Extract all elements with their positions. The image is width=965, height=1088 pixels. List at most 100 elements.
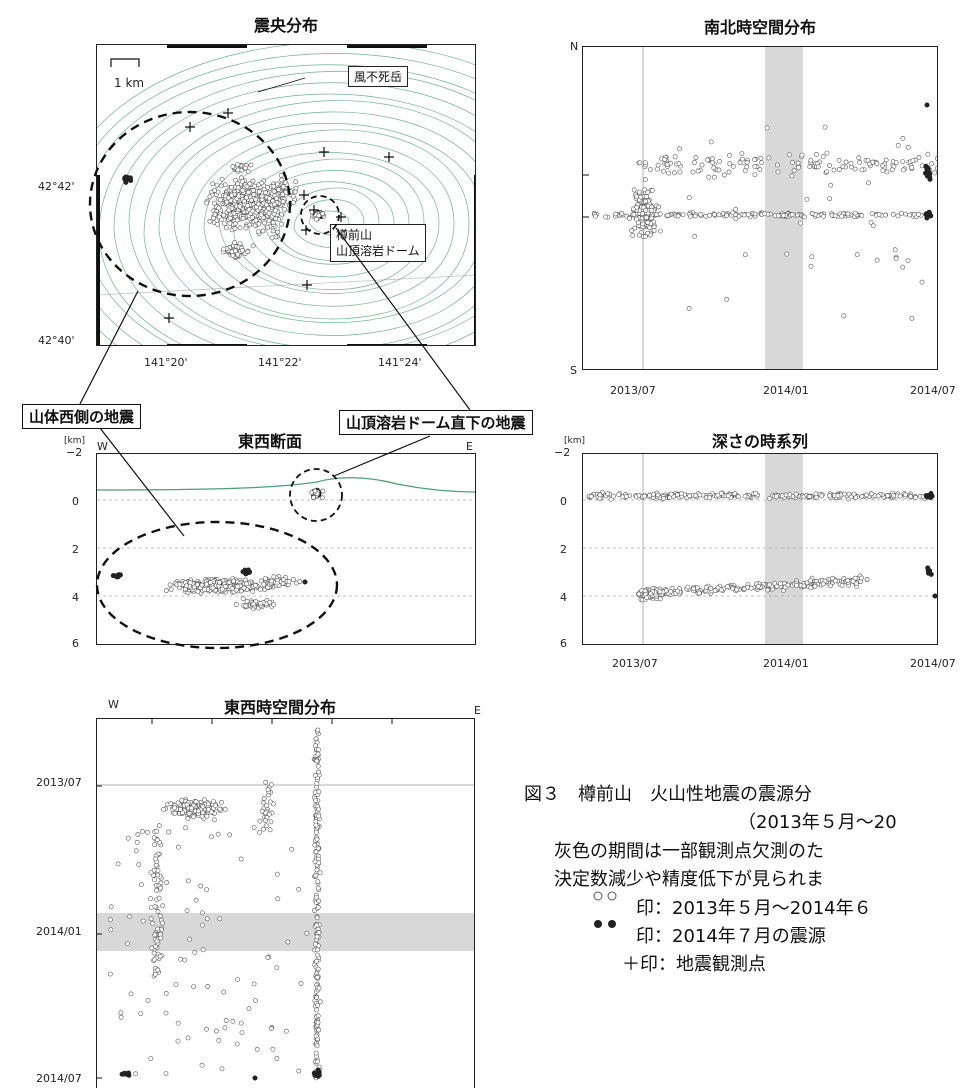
hypocenter-marker [644, 194, 649, 199]
hypocenter-marker [316, 813, 322, 819]
hypocenter-marker [757, 167, 763, 173]
hypocenter-marker [752, 211, 758, 217]
hypocenter-marker [218, 183, 224, 189]
hypocenter-marker [252, 582, 258, 588]
map-border-tick [347, 45, 427, 48]
hypocenter-marker [632, 225, 638, 231]
hypocenter-marker [216, 1037, 222, 1043]
hypocenter-marker [631, 187, 637, 193]
hypocenter-marker [158, 885, 163, 891]
hypocenter-marker [821, 213, 826, 219]
hypocenter-marker [182, 957, 188, 963]
hypocenter-marker [313, 216, 319, 222]
hypocenter-marker [239, 247, 245, 253]
hypocenter-marker [184, 802, 190, 808]
hypocenter-marker [191, 814, 197, 820]
dt-x-tick-0: 2013/07 [612, 657, 658, 670]
hypocenter-marker [832, 213, 838, 219]
july-2014-hypocenter [302, 579, 308, 585]
hypocenter-marker [778, 581, 783, 587]
hypocenter-marker [839, 582, 845, 588]
hypocenter-marker [240, 215, 246, 221]
hypocenter-marker [252, 183, 257, 189]
hypocenter-marker [642, 493, 647, 499]
hypocenter-marker [691, 586, 696, 592]
hypocenter-marker [710, 160, 716, 166]
ew-time-frame [96, 718, 475, 1088]
hypocenter-marker [215, 221, 220, 227]
hypocenter-marker [264, 202, 269, 208]
july-2014-hypocenter [924, 494, 930, 500]
hypocenter-marker [156, 823, 162, 829]
hypocenter-marker [233, 602, 239, 607]
hypocenter-marker [859, 213, 865, 218]
hypocenter-marker [801, 214, 807, 220]
hypocenter-marker [824, 150, 830, 156]
hypocenter-marker [163, 1010, 169, 1016]
hypocenter-marker [270, 220, 276, 225]
ew-section-plot [97, 477, 475, 612]
hypocenter-marker [766, 582, 772, 588]
july-2014-hypocenter [243, 571, 249, 577]
et-y-tick-2: 2014/07 [36, 1072, 82, 1085]
hypocenter-marker [703, 213, 709, 219]
hypocenter-marker [316, 806, 321, 812]
hypocenter-marker [108, 927, 114, 933]
hypocenter-marker [675, 213, 681, 219]
hypocenter-marker [278, 172, 284, 178]
dt-x-tick-1: 2014/01 [763, 657, 809, 670]
hypocenter-marker [643, 198, 648, 204]
july-2014-hypocenter [311, 1070, 317, 1076]
hypocenter-marker [313, 1033, 319, 1039]
hypocenter-marker [271, 574, 277, 580]
hypocenter-marker [227, 832, 232, 838]
july-2014-hypocenter [925, 167, 931, 173]
hypocenter-marker [688, 214, 693, 219]
hypocenter-marker [724, 296, 729, 302]
seismic-station-marker [185, 122, 195, 132]
hypocenter-marker [269, 235, 275, 241]
hypocenter-marker [859, 494, 865, 499]
hypocenter-marker [172, 810, 178, 816]
hypocenter-marker [315, 727, 321, 733]
hypocenter-marker [791, 168, 797, 173]
hypocenter-marker [312, 859, 318, 864]
hypocenter-marker [235, 185, 241, 191]
hypocenter-marker [603, 214, 608, 220]
hypocenter-marker [870, 223, 876, 229]
hypocenter-marker [908, 494, 914, 499]
hypocenter-marker [900, 159, 906, 164]
hypocenter-marker [690, 169, 696, 175]
july-2014-hypocenter [127, 176, 133, 182]
hypocenter-marker [270, 228, 276, 234]
legend-filled-marker [594, 920, 602, 928]
hypocenter-marker [311, 495, 316, 500]
hypocenter-marker [640, 221, 646, 227]
hypocenter-marker [232, 226, 238, 231]
hypocenter-marker [193, 799, 199, 805]
hypocenter-marker [243, 225, 249, 231]
dt-y-tick-3: 4 [560, 591, 567, 604]
hypocenter-marker [314, 867, 320, 873]
hypocenter-marker [107, 917, 113, 923]
hypocenter-marker [631, 211, 637, 217]
hypocenter-marker [237, 225, 243, 231]
hypocenter-marker [315, 1013, 321, 1019]
hypocenter-marker [758, 155, 764, 161]
hypocenter-marker [175, 1020, 181, 1026]
hypocenter-marker [185, 816, 191, 822]
hypocenter-marker [739, 156, 745, 162]
hypocenter-marker [687, 493, 693, 499]
hypocenter-marker [799, 152, 805, 158]
hypocenter-marker [282, 179, 288, 185]
hypocenter-marker [231, 578, 236, 584]
hypocenter-marker [854, 252, 860, 258]
seismic-station-marker [336, 212, 346, 222]
hypocenter-marker [260, 800, 266, 806]
hypocenter-marker [211, 200, 217, 206]
hypocenter-marker [269, 578, 274, 584]
hypocenter-marker [279, 211, 285, 217]
hypocenter-marker [916, 155, 922, 160]
map-contour-line [97, 45, 475, 345]
hypocenter-marker [202, 587, 207, 592]
